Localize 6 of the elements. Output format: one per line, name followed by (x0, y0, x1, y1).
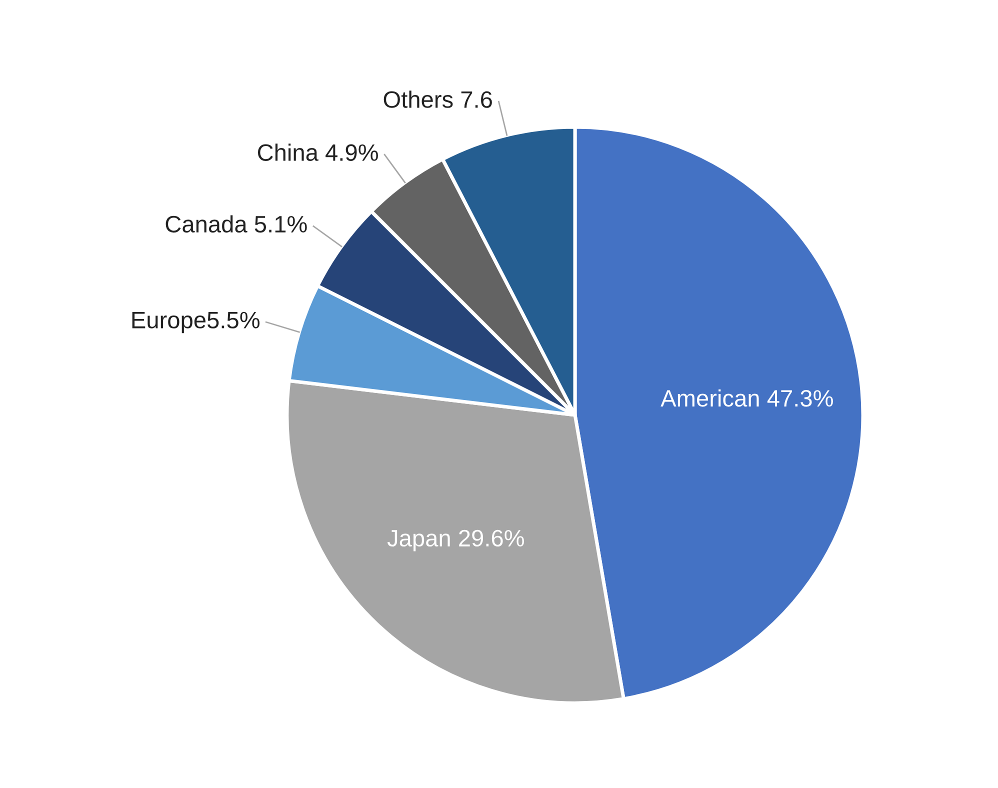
slice-label: American 47.3% (660, 389, 833, 407)
slice-label: Japan 29.6% (387, 530, 524, 552)
slice-label: Europe5.5% (132, 312, 260, 334)
slice-label: China 4.9% (258, 144, 378, 161)
slice-label: Others 7.6 (384, 90, 492, 108)
slice-label: Canada 5.1% (166, 215, 307, 233)
